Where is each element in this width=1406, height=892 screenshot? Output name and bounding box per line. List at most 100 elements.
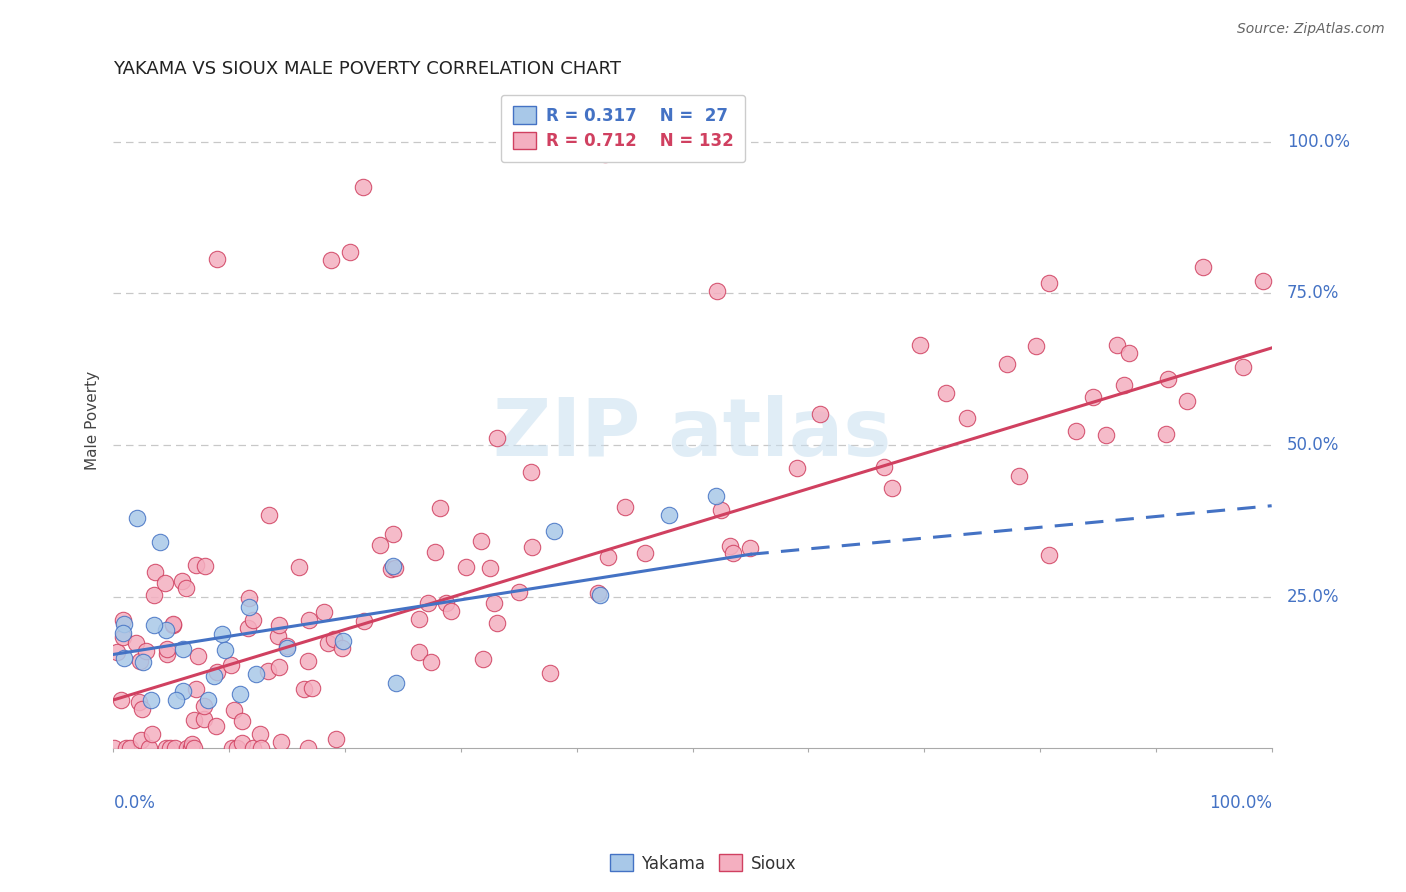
Point [259, 508, 281, 523]
Point [872, 460, 894, 475]
Point [593, 147, 616, 161]
Point [353, 614, 375, 628]
Point [596, 549, 619, 564]
Point [143, 565, 166, 579]
Point [118, 741, 141, 756]
Point [155, 576, 177, 591]
Point [613, 500, 636, 514]
Point [139, 693, 162, 707]
Point [429, 501, 451, 516]
Point [301, 681, 323, 695]
Point [520, 466, 543, 480]
Point [589, 588, 612, 602]
Point [103, 741, 125, 756]
Point [434, 596, 457, 610]
Point [292, 682, 315, 697]
Point [135, 644, 157, 658]
Point [1251, 274, 1274, 288]
Point [125, 635, 148, 649]
Point [882, 481, 904, 495]
Point [319, 252, 342, 267]
Point [339, 245, 361, 260]
Point [156, 642, 179, 657]
Point [194, 559, 217, 574]
Point [1157, 372, 1180, 386]
Point [382, 527, 405, 541]
Point [538, 666, 561, 681]
Point [482, 596, 505, 610]
Point [368, 538, 391, 552]
Text: 25.0%: 25.0% [1286, 588, 1339, 606]
Point [420, 655, 443, 669]
Point [808, 407, 831, 421]
Point [276, 641, 298, 656]
Point [935, 385, 957, 400]
Point [1064, 424, 1087, 438]
Point [470, 533, 492, 548]
Point [172, 642, 194, 657]
Point [111, 613, 134, 627]
Text: 100.0%: 100.0% [1209, 795, 1271, 813]
Point [249, 727, 271, 741]
Point [132, 655, 155, 669]
Point [332, 634, 354, 648]
Point [163, 741, 186, 756]
Point [384, 675, 406, 690]
Point [142, 618, 165, 632]
Point [269, 618, 291, 632]
Point [1038, 276, 1060, 290]
Point [1118, 345, 1140, 359]
Point [172, 684, 194, 698]
Point [718, 539, 741, 553]
Point [740, 541, 762, 555]
Point [1156, 427, 1178, 442]
Point [149, 535, 172, 549]
Point [454, 559, 477, 574]
Point [298, 613, 321, 627]
Point [129, 733, 152, 747]
Point [786, 460, 808, 475]
Point [479, 561, 502, 575]
Point [205, 719, 228, 733]
Point [193, 698, 215, 713]
Point [143, 588, 166, 602]
Text: YAKAMA VS SIOUX MALE POVERTY CORRELATION CHART: YAKAMA VS SIOUX MALE POVERTY CORRELATION… [114, 60, 621, 78]
Point [129, 654, 152, 668]
Point [180, 741, 202, 756]
Point [174, 581, 197, 595]
Point [162, 618, 184, 632]
Point [910, 338, 932, 352]
Point [236, 621, 259, 635]
Y-axis label: Male Poverty: Male Poverty [86, 371, 100, 470]
Point [224, 703, 246, 717]
Point [1008, 469, 1031, 483]
Point [183, 714, 205, 728]
Point [1038, 548, 1060, 562]
Point [207, 665, 229, 680]
Text: 100.0%: 100.0% [1286, 133, 1350, 151]
Point [995, 357, 1018, 371]
Point [423, 545, 446, 559]
Point [176, 741, 198, 756]
Point [225, 741, 247, 756]
Point [508, 585, 530, 599]
Point [112, 616, 135, 631]
Point [114, 741, 136, 756]
Point [219, 658, 242, 673]
Point [270, 734, 292, 748]
Point [288, 559, 311, 574]
Point [267, 660, 290, 674]
Point [710, 503, 733, 517]
Point [633, 546, 655, 560]
Point [207, 252, 229, 267]
Point [256, 664, 278, 678]
Point [105, 645, 128, 659]
Point [276, 639, 298, 653]
Legend: R = 0.317    N =  27, R = 0.712    N = 132: R = 0.317 N = 27, R = 0.712 N = 132 [501, 95, 745, 162]
Point [214, 642, 236, 657]
Point [312, 605, 335, 619]
Point [1114, 378, 1136, 392]
Point [316, 636, 339, 650]
Point [128, 695, 150, 709]
Point [297, 654, 319, 668]
